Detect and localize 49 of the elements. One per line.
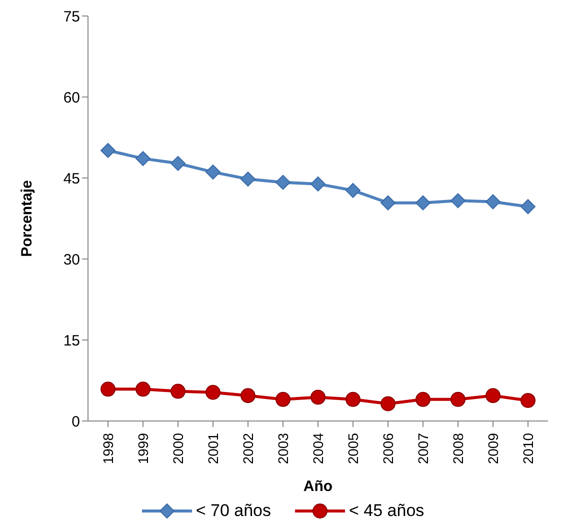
point bbox=[346, 182, 360, 198]
x-tick-label: 2010 bbox=[520, 432, 536, 464]
y-tick-label: 0 bbox=[72, 413, 80, 430]
point bbox=[416, 392, 430, 407]
point bbox=[486, 388, 500, 404]
point bbox=[206, 164, 220, 180]
point bbox=[450, 392, 466, 407]
point bbox=[136, 151, 150, 166]
point bbox=[450, 193, 466, 208]
x-tick-label: 2004 bbox=[310, 432, 326, 464]
point bbox=[100, 382, 116, 397]
point bbox=[276, 392, 290, 407]
y-tick-label: 45 bbox=[63, 170, 80, 188]
point bbox=[520, 199, 536, 214]
point bbox=[416, 195, 430, 210]
point bbox=[136, 382, 150, 397]
point bbox=[170, 156, 186, 171]
y-tick-label: 60 bbox=[63, 89, 80, 106]
point bbox=[310, 176, 326, 192]
point bbox=[380, 396, 396, 412]
x-tick-label: 2001 bbox=[204, 432, 221, 464]
y-tick-label: 15 bbox=[63, 332, 80, 350]
y-tick-label: 75 bbox=[63, 8, 80, 26]
y-tick-label: 30 bbox=[63, 251, 80, 268]
legend-label: < 70 años bbox=[194, 501, 271, 521]
point bbox=[276, 174, 290, 190]
x-axis-title: Año bbox=[303, 478, 333, 495]
point bbox=[310, 390, 326, 405]
x-tick-label: 2002 bbox=[240, 432, 256, 464]
point bbox=[486, 194, 500, 210]
point bbox=[346, 392, 360, 407]
x-tick-label: 2008 bbox=[450, 432, 466, 464]
x-tick-label: 2003 bbox=[274, 432, 291, 464]
x-tick-label: 1999 bbox=[134, 432, 151, 464]
x-tick-label: 1998 bbox=[100, 432, 116, 464]
point bbox=[520, 392, 536, 408]
point bbox=[206, 384, 220, 400]
x-tick-label: 2000 bbox=[170, 432, 186, 464]
x-tick-label: 2009 bbox=[484, 432, 501, 464]
legend-label: < 45 años bbox=[348, 501, 424, 521]
x-tick-label: 2007 bbox=[414, 432, 431, 464]
y-axis-title: Porcentaje bbox=[18, 180, 36, 257]
x-tick-label: 2006 bbox=[380, 432, 396, 464]
point bbox=[100, 142, 116, 158]
point bbox=[240, 172, 256, 187]
point bbox=[380, 195, 396, 210]
point bbox=[170, 384, 186, 399]
point bbox=[240, 388, 256, 404]
x-tick-label: 2005 bbox=[344, 432, 361, 464]
